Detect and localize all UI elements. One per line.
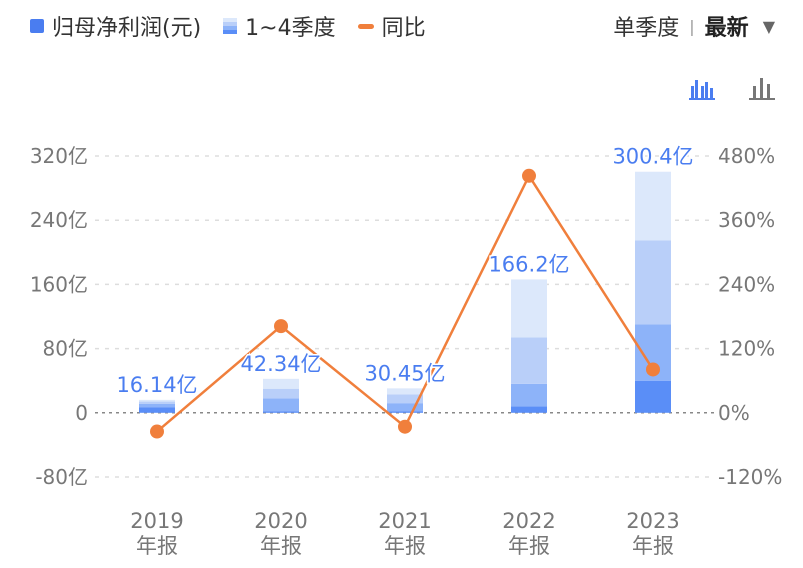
legend-quarters-label: 1~4季度	[245, 16, 336, 41]
single-quarter-button[interactable]: 单季度	[613, 16, 680, 41]
right-tick-label: 120%	[718, 337, 775, 361]
x-tick-label: 年报	[136, 534, 178, 558]
bar-segment-q2	[387, 403, 423, 412]
legend-line-icon	[357, 23, 374, 29]
bar-segment-q1	[635, 380, 671, 413]
bar-segment-q4	[263, 378, 299, 389]
left-tick-label: 160亿	[30, 272, 88, 296]
yoy-point	[150, 424, 164, 439]
bar-segment-q4	[511, 279, 547, 338]
x-tick-label: 年报	[384, 534, 426, 558]
legend: 归母净利润(元) 1~4季度 同比	[30, 10, 426, 42]
bar-segment-q3	[387, 394, 423, 404]
chevron-down-icon[interactable]: ▼	[762, 16, 775, 36]
legend-quarters[interactable]: 1~4季度	[223, 10, 336, 42]
yoy-line	[150, 168, 660, 439]
x-tick-label: 2019	[130, 509, 183, 533]
x-tick-label: 年报	[632, 534, 674, 558]
bar-value-label: 42.34亿	[240, 352, 321, 376]
bar-value-label: 16.14亿	[116, 373, 197, 397]
bar-segment-q3	[263, 388, 299, 399]
bar-segment-q1	[387, 411, 423, 413]
left-axis: 320亿 240亿 160亿 80亿 0 -80亿	[30, 144, 88, 489]
left-tick-label: 80亿	[43, 337, 88, 361]
bar-labels: 16.14亿 42.34亿 30.45亿 166.2亿 300.4亿	[115, 143, 695, 398]
x-tick-label: 2022	[502, 509, 555, 533]
legend-net-profit-label: 归母净利润(元)	[52, 16, 202, 41]
left-tick-label: -80亿	[35, 465, 88, 489]
legend-stack-icon	[223, 18, 238, 34]
bar-segment-q1	[263, 411, 299, 413]
latest-button[interactable]: 最新	[704, 16, 749, 41]
right-tick-label: 360%	[718, 208, 775, 232]
x-tick-label: 年报	[508, 534, 550, 558]
yoy-point	[274, 319, 288, 334]
bar-segment-q3	[635, 240, 671, 325]
period-controls: 单季度 | 最新 ▼	[613, 10, 775, 42]
x-tick-label: 2021	[378, 509, 431, 533]
x-tick-label: 2023	[626, 509, 679, 533]
legend-square-icon	[30, 19, 44, 33]
bar-chart-icon[interactable]	[749, 76, 775, 100]
right-tick-label: 480%	[718, 144, 775, 168]
yoy-point	[646, 362, 660, 377]
left-tick-label: 0	[75, 401, 88, 425]
legend-yoy-label: 同比	[381, 16, 426, 41]
right-axis: 480% 360% 240% 120% 0% -120%	[718, 144, 782, 489]
legend-yoy[interactable]: 同比	[357, 10, 426, 42]
bar-segment-q1	[511, 406, 547, 413]
left-tick-label: 320亿	[30, 144, 88, 168]
bars	[139, 171, 671, 413]
bar-segment-q2	[263, 398, 299, 412]
yoy-point	[398, 419, 412, 434]
right-tick-label: -120%	[718, 465, 782, 489]
left-tick-label: 240亿	[30, 208, 88, 232]
bar-segment-q3	[511, 337, 547, 384]
bar-segment-q2	[511, 383, 547, 407]
bar-segment-q3	[139, 401, 175, 404]
separator: |	[689, 16, 695, 36]
bar-segment-q4	[139, 399, 175, 402]
legend-net-profit[interactable]: 归母净利润(元)	[30, 10, 201, 42]
right-tick-label: 240%	[718, 272, 775, 296]
bar-value-label: 30.45亿	[364, 361, 445, 385]
bar-segment-q4	[387, 388, 423, 395]
right-tick-label: 0%	[718, 401, 750, 425]
bar-value-label: 300.4亿	[612, 145, 693, 169]
bar-chart-grouped-icon[interactable]	[689, 76, 715, 100]
bar-value-label: 166.2亿	[488, 252, 569, 276]
bar-segment-q2	[139, 403, 175, 408]
bar-segment-q4	[635, 171, 671, 241]
x-tick-label: 2020	[254, 509, 307, 533]
x-tick-label: 年报	[260, 534, 302, 558]
bar-segment-q1	[139, 407, 175, 413]
yoy-point	[522, 168, 536, 183]
